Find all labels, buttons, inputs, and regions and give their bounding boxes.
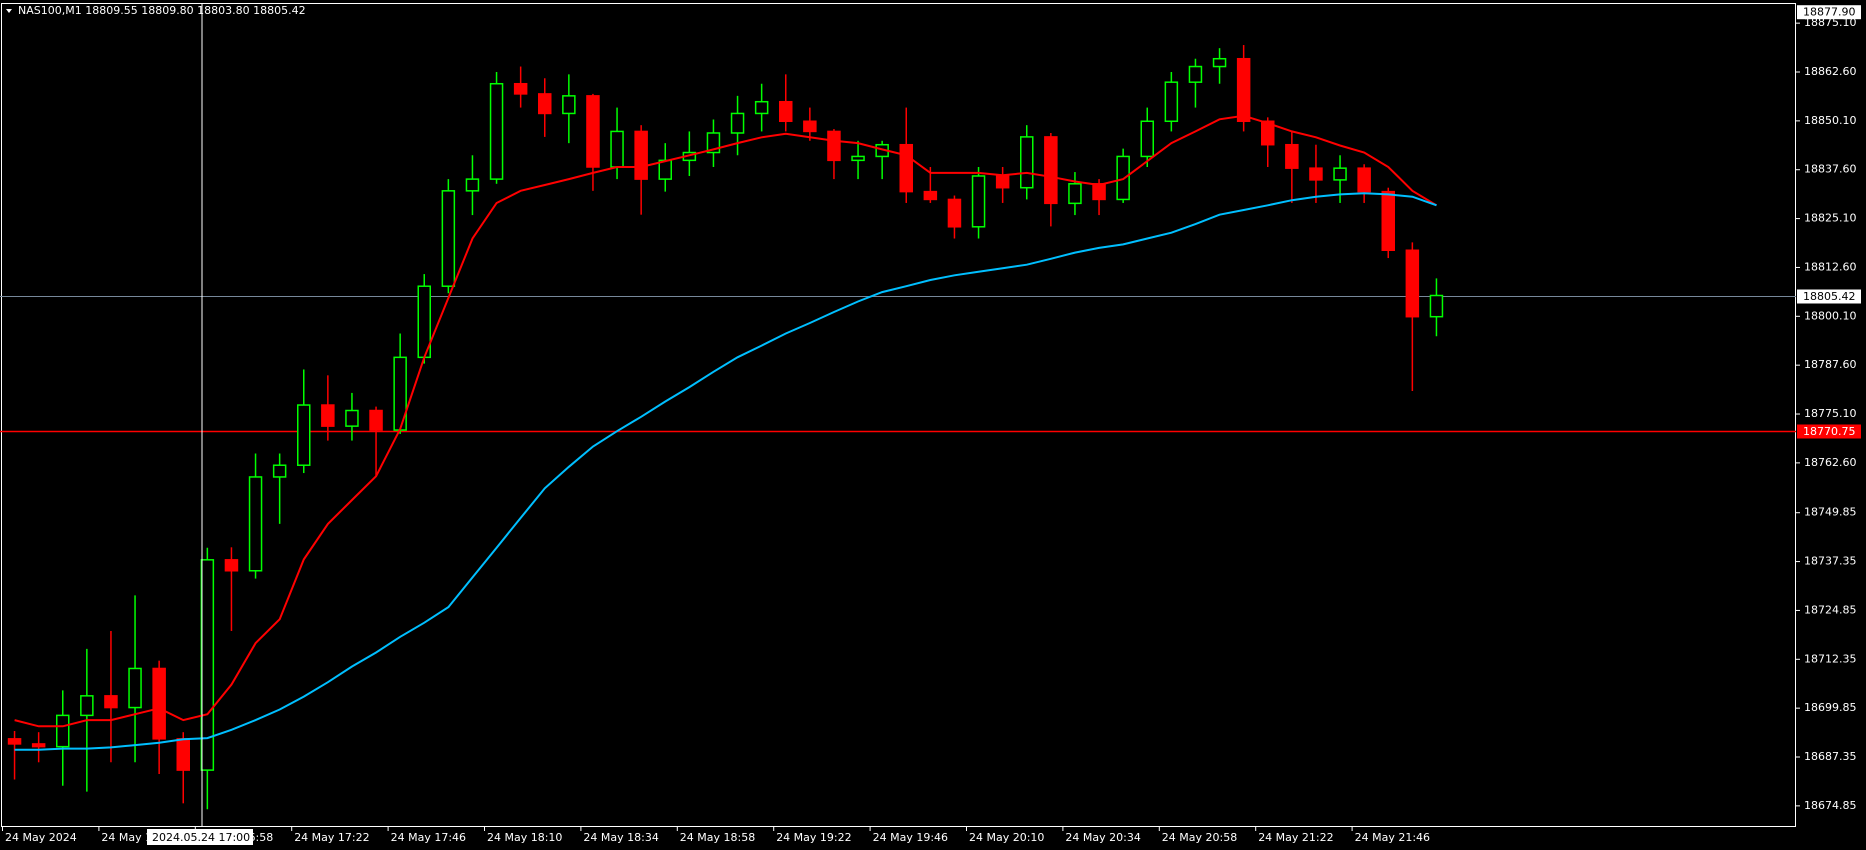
candle-body <box>1357 167 1371 193</box>
y-tick-label: 18749.85 <box>1804 506 1857 519</box>
candle-body <box>465 178 480 192</box>
candle-body <box>538 93 552 115</box>
candle-body <box>634 130 648 180</box>
candle-body <box>827 130 841 162</box>
top-price-box <box>1797 5 1861 20</box>
y-tick-label: 18712.35 <box>1804 652 1857 665</box>
plot-frame <box>1 3 1796 827</box>
candle-body <box>754 100 769 115</box>
candle-body <box>1333 167 1347 181</box>
y-tick-label: 18812.60 <box>1804 260 1857 273</box>
price-label: 18770.75 <box>1803 425 1856 438</box>
y-tick-label: 18724.85 <box>1804 603 1857 616</box>
candle-body <box>1068 183 1082 205</box>
x-tick-label: 24 May 21:22 <box>1258 831 1333 844</box>
y-tick-label: 18825.10 <box>1804 212 1857 225</box>
y-tick-label: 18850.10 <box>1804 114 1857 127</box>
candle-body <box>272 464 287 478</box>
candle-body <box>1261 120 1275 146</box>
y-tick-label: 18674.85 <box>1804 799 1857 812</box>
y-tick-label: 18800.10 <box>1804 309 1857 322</box>
x-tick-label: 24 May 18:58 <box>680 831 755 844</box>
crosshair-label: 2024.05.24 17:00 <box>152 831 250 844</box>
candle-body <box>200 559 215 771</box>
x-tick-label: 24 May 20:34 <box>1065 831 1140 844</box>
y-tick-label: 18762.60 <box>1804 456 1857 469</box>
candle-body <box>923 190 938 201</box>
candle-body <box>1285 143 1299 169</box>
candle-body <box>899 143 913 193</box>
candle-body <box>803 120 817 133</box>
candle-body <box>779 100 793 123</box>
x-tick-label: 24 May 17:22 <box>294 831 369 844</box>
top-price-label: 18877.90 <box>1803 6 1856 19</box>
candle-body <box>128 667 142 709</box>
candle-body <box>562 95 576 115</box>
candle-body <box>1188 65 1203 83</box>
y-tick-label: 18737.35 <box>1804 555 1857 568</box>
candle-body <box>224 559 239 572</box>
menu-triangle[interactable] <box>6 9 12 13</box>
candle-body <box>851 155 865 162</box>
candle-body <box>995 175 1010 189</box>
candle-body <box>1140 120 1154 158</box>
x-tick-label: 24 May 21:46 <box>1355 831 1430 844</box>
x-tick-label: 24 May 20:10 <box>969 831 1044 844</box>
y-tick-label: 18687.35 <box>1804 750 1857 763</box>
candle-body <box>1092 183 1106 201</box>
ma-line <box>14 114 1438 728</box>
x-tick-label: 24 May 2024 <box>5 831 77 844</box>
candle-body <box>297 404 311 466</box>
candle-body <box>31 743 46 748</box>
candle-body <box>1381 190 1395 251</box>
candle-body <box>513 82 528 95</box>
candle-body <box>7 738 22 745</box>
ma-line <box>14 192 1437 751</box>
price-label-box <box>1797 289 1861 304</box>
price-label-box <box>1797 424 1861 439</box>
candle-body <box>971 175 986 228</box>
candle-body <box>80 695 94 717</box>
candle-body <box>1236 57 1251 123</box>
x-tick-label: 24 May 18:34 <box>583 831 658 844</box>
y-tick-label: 18837.60 <box>1804 163 1857 176</box>
y-tick-label: 18862.60 <box>1804 65 1857 78</box>
candle-body <box>1212 57 1227 68</box>
candle-body <box>1429 294 1444 318</box>
candle-body <box>369 409 383 431</box>
candle-body <box>1020 136 1034 189</box>
candle-body <box>947 198 962 228</box>
candle-body <box>104 695 118 709</box>
candle-body <box>1405 249 1420 318</box>
y-tick-label: 18775.10 <box>1804 407 1857 420</box>
candle-body <box>730 112 745 134</box>
candle-body <box>56 714 70 748</box>
x-tick-label: 24 May 18:10 <box>487 831 562 844</box>
candle-body <box>1044 136 1058 205</box>
candle-body <box>586 95 600 168</box>
candle-body <box>176 738 190 771</box>
candle-body <box>441 190 456 287</box>
candle-body <box>489 82 504 180</box>
chart-title: NAS100,M1 18809.55 18809.80 18803.80 188… <box>18 4 306 17</box>
x-tick-label: 24 May 19:22 <box>776 831 851 844</box>
candle-body <box>345 409 359 427</box>
y-tick-label: 18699.85 <box>1804 701 1857 714</box>
x-tick-label: 24 May 17:46 <box>391 831 466 844</box>
x-tick-label: 24 May 20:58 <box>1162 831 1237 844</box>
candle-body <box>1309 167 1323 181</box>
x-tick-label: 24 May 19:46 <box>873 831 948 844</box>
candle-body <box>248 476 263 572</box>
candle-body <box>152 667 166 740</box>
candle-body <box>1164 81 1179 123</box>
price-label: 18805.42 <box>1803 290 1856 303</box>
y-tick-label: 18787.60 <box>1804 358 1857 371</box>
candle-body <box>321 404 335 427</box>
crosshair-label-box <box>147 829 253 845</box>
candle-body <box>610 130 624 168</box>
y-tick-label: 18875.10 <box>1804 16 1857 29</box>
